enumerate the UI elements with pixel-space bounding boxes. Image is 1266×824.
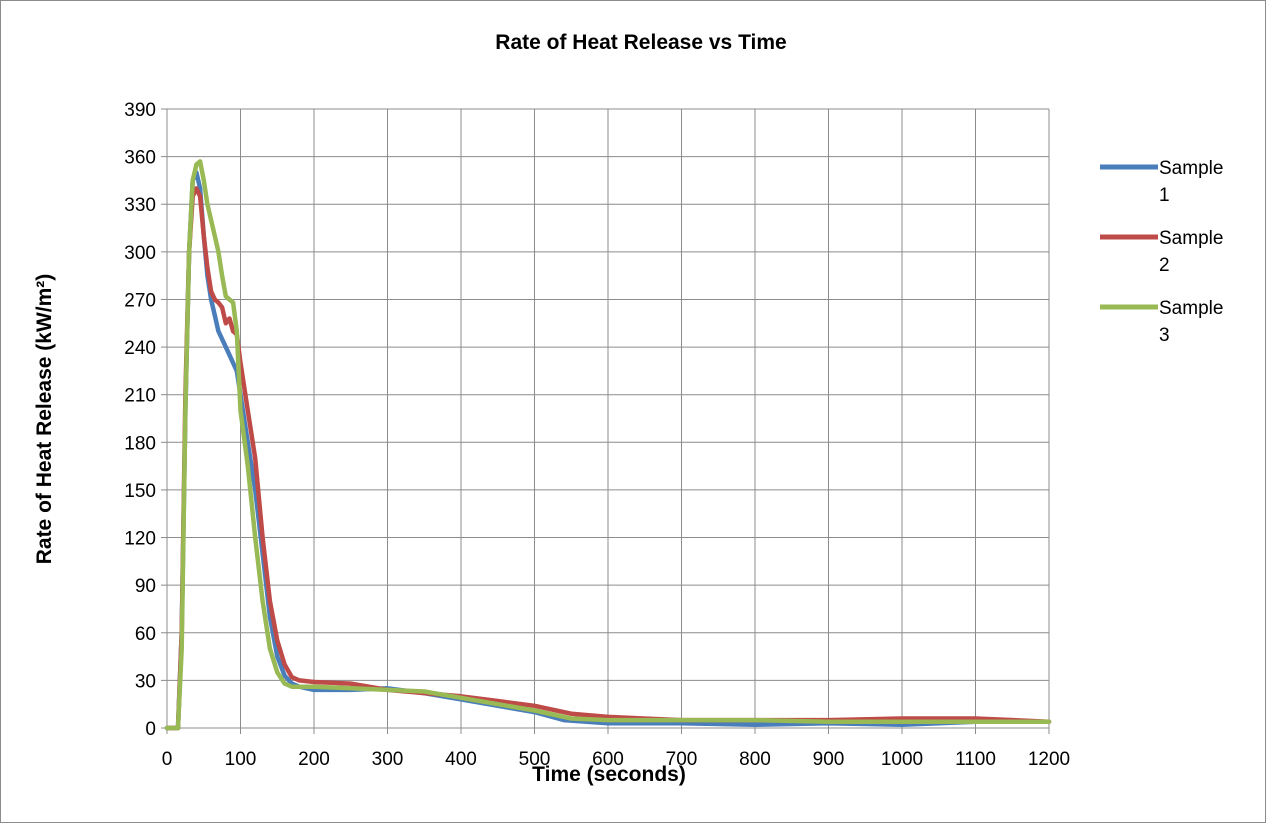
y-tick-label: 150 [124,481,156,502]
y-tick-label: 120 [124,529,156,550]
series-lines [164,159,1052,731]
series-line-sample-2 [164,186,1052,731]
y-tick-label: 90 [135,576,156,597]
y-tick-label: 60 [135,624,156,645]
y-tick-label: 0 [145,719,156,740]
y-tick-label: 240 [124,338,156,359]
legend-label: Sample 3 [1159,298,1223,346]
x-tick-label: 1000 [881,749,923,770]
x-tick-label: 500 [519,749,551,770]
x-tick-label: 400 [445,749,477,770]
x-tick-label: 800 [739,749,771,770]
y-tick-label: 300 [124,243,156,264]
tick-labels: 0 30 60 90 120 150 180 210 240 270 300 330 360 390 0 10… [124,100,1070,770]
y-tick-label: 30 [135,671,156,692]
axes [161,108,1050,734]
x-tick-label: 900 [813,749,845,770]
chart-title: Rate of Heat Release vs Time [495,31,786,54]
legend: Sample 1 Sample 2 Sample 3 [1100,158,1223,346]
y-tick-label: 360 [124,148,156,169]
x-tick-label: 600 [592,749,624,770]
y-tick-label: 180 [124,433,156,454]
x-tick-label: 0 [162,749,173,770]
legend-label: Sample 2 [1159,228,1223,276]
y-axis-title: Rate of Heat Release (kW/m²) [33,274,56,565]
x-axis-title: Time (seconds) [532,763,686,786]
x-tick-label: 1200 [1028,749,1070,770]
legend-label: Sample 1 [1159,158,1223,206]
x-tick-label: 1100 [955,749,996,770]
gridlines [167,108,1050,728]
x-tick-label: 100 [225,749,257,770]
y-tick-label: 270 [124,290,156,311]
x-tick-label: 200 [298,749,330,770]
series-line-sample-3 [164,159,1052,731]
x-tick-label: 300 [372,749,404,770]
y-tick-label: 390 [124,100,156,121]
y-tick-label: 330 [124,195,156,216]
y-tick-label: 210 [124,386,156,407]
x-tick-label: 700 [666,749,698,770]
